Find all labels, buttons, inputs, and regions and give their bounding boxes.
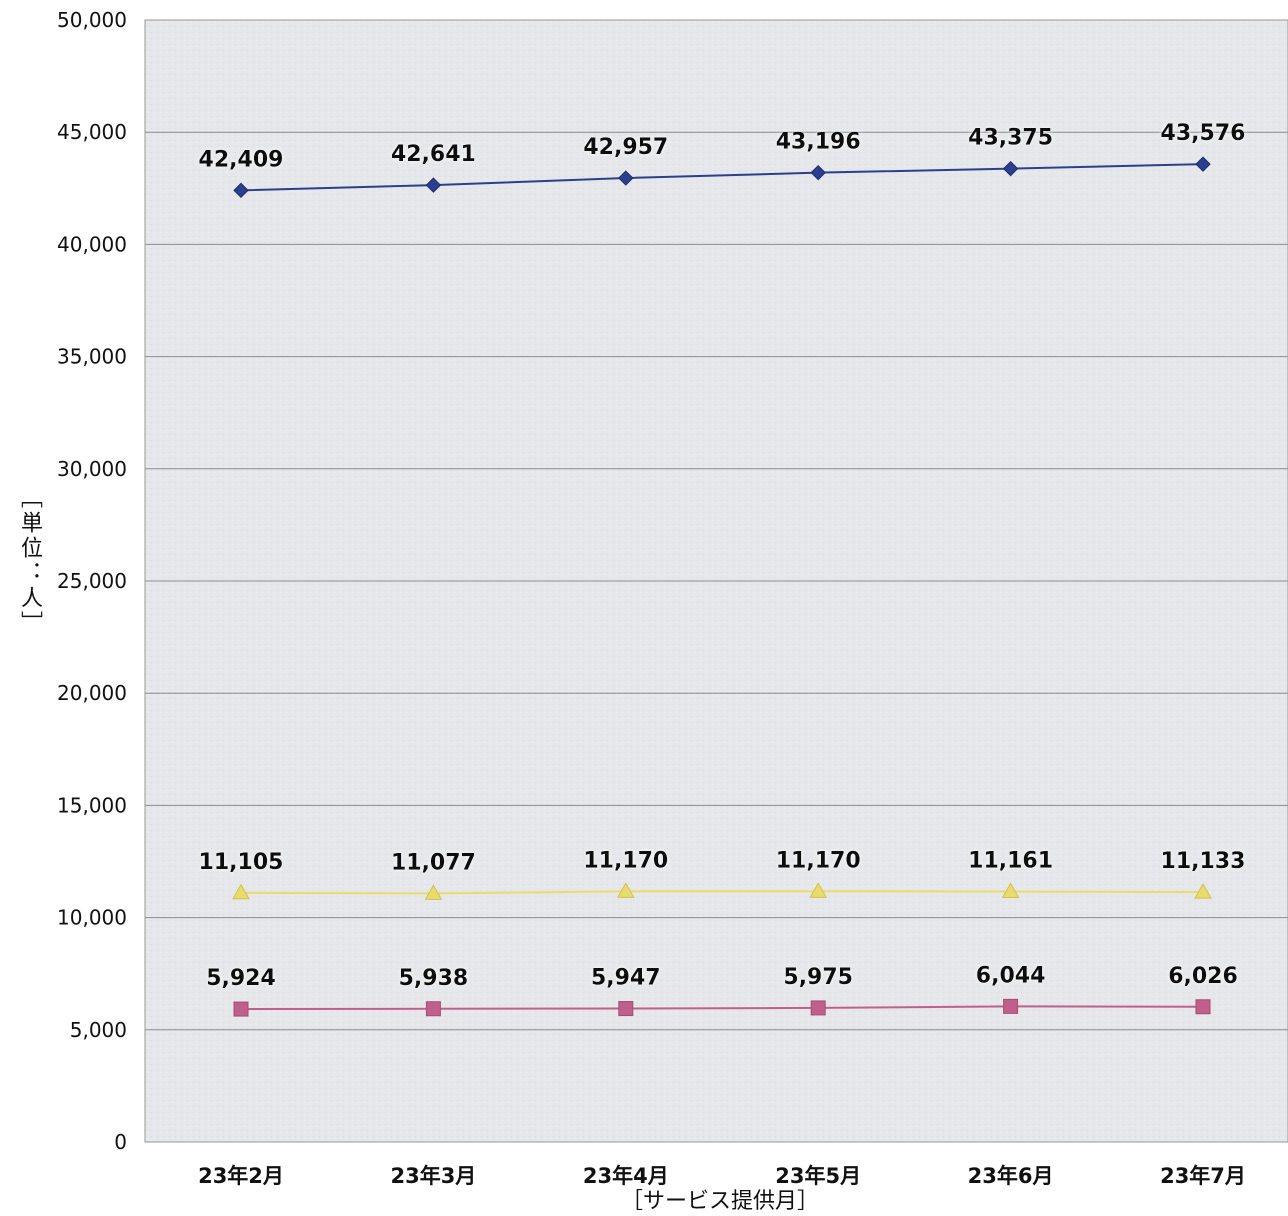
y-tick-label: 50,000 bbox=[57, 8, 127, 32]
data-point bbox=[233, 182, 249, 199]
series-group: 42,409 42,641 42,957 43,196 43,375 43,576 11,1… bbox=[199, 121, 1246, 1017]
series-diamond: 42,409 42,641 42,957 43,196 43,375 43,576 bbox=[199, 121, 1246, 199]
data-label: 5,938 bbox=[399, 966, 469, 991]
data-label: 43,196 bbox=[776, 130, 861, 155]
y-tick-label: 20,000 bbox=[57, 681, 127, 705]
data-point bbox=[1195, 156, 1211, 172]
data-point bbox=[233, 1001, 249, 1017]
data-point bbox=[810, 1000, 826, 1016]
data-label: 6,044 bbox=[976, 963, 1046, 988]
data-label: 5,924 bbox=[206, 966, 276, 991]
data-label: 42,641 bbox=[391, 142, 476, 167]
data-label: 11,077 bbox=[391, 850, 476, 875]
data-label: 5,975 bbox=[783, 965, 853, 990]
x-tick-label: 23年6月 bbox=[968, 1164, 1054, 1188]
data-point bbox=[618, 1001, 634, 1017]
y-tick-label: 35,000 bbox=[57, 345, 127, 369]
data-label: 42,957 bbox=[583, 135, 668, 160]
y-tick-label: 15,000 bbox=[57, 793, 127, 817]
y-tick-label: 30,000 bbox=[57, 457, 127, 481]
data-label: 11,105 bbox=[199, 850, 284, 875]
series-line bbox=[240, 1005, 1204, 1011]
series-square: 5,924 5,938 5,947 5,975 6,044 6,026 bbox=[206, 963, 1238, 1017]
y-tick-label: 40,000 bbox=[57, 232, 127, 256]
data-point bbox=[810, 164, 826, 181]
data-point bbox=[232, 883, 250, 900]
x-tick-label: 23年7月 bbox=[1160, 1164, 1246, 1188]
data-point bbox=[425, 177, 442, 193]
x-tick-label: 23年3月 bbox=[390, 1164, 476, 1188]
data-label: 5,947 bbox=[591, 966, 661, 991]
data-label: 11,170 bbox=[583, 848, 668, 873]
data-point bbox=[1194, 883, 1212, 899]
y-axis-title: ［単位：人］ bbox=[17, 486, 42, 636]
y-tick-label: 25,000 bbox=[57, 569, 127, 593]
data-point bbox=[425, 1001, 441, 1017]
series-triangle: 11,105 11,077 11,170 11,170 11,161 11,133 bbox=[199, 848, 1246, 900]
y-tick-label: 5,000 bbox=[70, 1018, 127, 1042]
data-point bbox=[1003, 998, 1019, 1014]
x-tick-label: 23年4月 bbox=[583, 1164, 669, 1188]
data-point bbox=[1002, 160, 1019, 177]
data-point bbox=[616, 882, 635, 898]
y-tick-label: 45,000 bbox=[57, 120, 127, 144]
data-point bbox=[424, 884, 443, 900]
data-label: 11,170 bbox=[776, 848, 861, 873]
y-tick-label: 10,000 bbox=[57, 906, 127, 930]
series-line bbox=[240, 890, 1204, 895]
y-axis-ticks: 0 5,000 10,000 15,000 20,000 25,000 30,000 35,0… bbox=[57, 8, 127, 1154]
series-line bbox=[240, 163, 1204, 192]
grid-lines bbox=[145, 131, 1288, 1031]
data-label: 42,409 bbox=[199, 147, 284, 172]
data-label: 11,161 bbox=[968, 849, 1053, 874]
x-axis-title: ［サービス提供月］ bbox=[621, 1189, 819, 1214]
data-label: 43,576 bbox=[1161, 121, 1246, 146]
data-label: 11,133 bbox=[1161, 849, 1246, 874]
x-tick-label: 23年2月 bbox=[198, 1164, 284, 1188]
y-tick-label: 0 bbox=[114, 1130, 127, 1154]
data-point bbox=[1195, 999, 1211, 1015]
data-point bbox=[618, 170, 634, 186]
data-point bbox=[809, 882, 828, 898]
x-axis-ticks: 23年2月 23年3月 23年4月 23年5月 23年6月 23年7月 bbox=[198, 1164, 1246, 1188]
x-tick-label: 23年5月 bbox=[775, 1164, 861, 1188]
data-label: 43,375 bbox=[968, 126, 1053, 151]
data-label: 6,026 bbox=[1168, 964, 1238, 989]
data-point bbox=[1001, 882, 1020, 899]
